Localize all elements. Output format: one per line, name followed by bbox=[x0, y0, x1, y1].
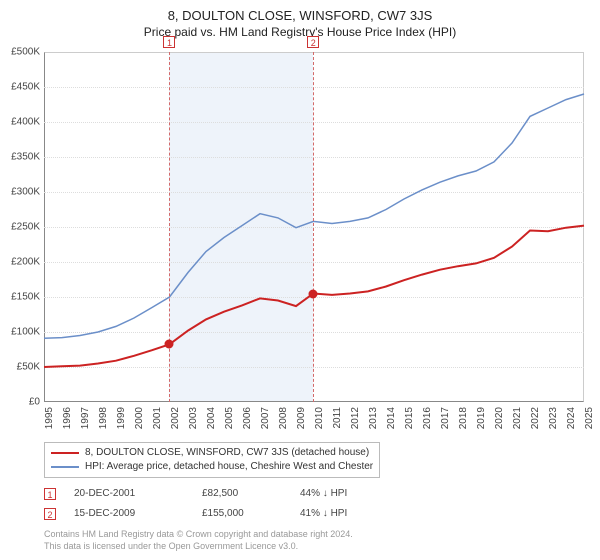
title-block: 8, DOULTON CLOSE, WINSFORD, CW7 3JS Pric… bbox=[0, 0, 600, 39]
sale-marker-box: 2 bbox=[307, 36, 319, 48]
y-tick-label: £50K bbox=[17, 362, 40, 373]
x-tick-label: 2024 bbox=[566, 407, 577, 429]
x-tick-label: 2015 bbox=[404, 407, 415, 429]
x-tick-label: 2018 bbox=[458, 407, 469, 429]
y-tick-label: £100K bbox=[11, 327, 40, 338]
legend-row-hpi: HPI: Average price, detached house, Ches… bbox=[51, 460, 373, 474]
y-tick-label: £400K bbox=[11, 117, 40, 128]
sale-marker-2-icon: 2 bbox=[44, 508, 56, 520]
x-tick-label: 1999 bbox=[116, 407, 127, 429]
x-tick-label: 1997 bbox=[80, 407, 91, 429]
x-tick-label: 1995 bbox=[44, 407, 55, 429]
sale-marker-1-icon: 1 bbox=[44, 488, 56, 500]
x-tick-label: 2020 bbox=[494, 407, 505, 429]
y-tick-label: £350K bbox=[11, 152, 40, 163]
sale-dot bbox=[165, 340, 174, 349]
x-tick-label: 2000 bbox=[134, 407, 145, 429]
footer-line-1: Contains HM Land Registry data © Crown c… bbox=[44, 528, 580, 540]
sale-marker-box: 1 bbox=[163, 36, 175, 48]
sales-table: 1 20-DEC-2001 £82,500 44% ↓ HPI 2 15-DEC… bbox=[44, 484, 580, 524]
sales-row-1: 1 20-DEC-2001 £82,500 44% ↓ HPI bbox=[44, 484, 580, 504]
footer-line-2: This data is licensed under the Open Gov… bbox=[44, 540, 580, 552]
x-tick-label: 2021 bbox=[512, 407, 523, 429]
y-tick-label: £0 bbox=[29, 397, 40, 408]
y-tick-label: £250K bbox=[11, 222, 40, 233]
legend-label-hpi: HPI: Average price, detached house, Ches… bbox=[85, 460, 373, 474]
x-tick-label: 2014 bbox=[386, 407, 397, 429]
legend-swatch-hpi bbox=[51, 466, 79, 468]
sale-vline bbox=[169, 52, 170, 402]
sale-1-date: 20-DEC-2001 bbox=[74, 484, 184, 504]
sale-1-price: £82,500 bbox=[202, 484, 282, 504]
x-tick-label: 2006 bbox=[242, 407, 253, 429]
x-tick-label: 2010 bbox=[314, 407, 325, 429]
y-tick-label: £500K bbox=[11, 47, 40, 58]
x-tick-label: 2008 bbox=[278, 407, 289, 429]
chart-area: £0£50K£100K£150K£200K£250K£300K£350K£400… bbox=[44, 52, 584, 402]
sales-row-2: 2 15-DEC-2009 £155,000 41% ↓ HPI bbox=[44, 504, 580, 524]
x-tick-label: 2012 bbox=[350, 407, 361, 429]
title-address: 8, DOULTON CLOSE, WINSFORD, CW7 3JS bbox=[0, 8, 600, 23]
legend-row-property: 8, DOULTON CLOSE, WINSFORD, CW7 3JS (det… bbox=[51, 446, 373, 460]
x-tick-label: 2005 bbox=[224, 407, 235, 429]
x-tick-label: 2016 bbox=[422, 407, 433, 429]
sale-2-price: £155,000 bbox=[202, 504, 282, 524]
y-tick-label: £200K bbox=[11, 257, 40, 268]
x-tick-label: 2003 bbox=[188, 407, 199, 429]
sale-2-date: 15-DEC-2009 bbox=[74, 504, 184, 524]
x-tick-label: 2001 bbox=[152, 407, 163, 429]
x-tick-label: 2022 bbox=[530, 407, 541, 429]
x-tick-label: 2019 bbox=[476, 407, 487, 429]
x-tick-label: 2023 bbox=[548, 407, 559, 429]
x-tick-label: 2017 bbox=[440, 407, 451, 429]
sale-vline bbox=[313, 52, 314, 402]
x-tick-label: 2013 bbox=[368, 407, 379, 429]
legend-swatch-property bbox=[51, 452, 79, 454]
x-tick-label: 2002 bbox=[170, 407, 181, 429]
sale-2-pct: 41% ↓ HPI bbox=[300, 504, 390, 524]
legend-label-property: 8, DOULTON CLOSE, WINSFORD, CW7 3JS (det… bbox=[85, 446, 369, 460]
x-tick-label: 2004 bbox=[206, 407, 217, 429]
footer-text: Contains HM Land Registry data © Crown c… bbox=[44, 528, 580, 552]
x-tick-label: 1996 bbox=[62, 407, 73, 429]
legend-block: 8, DOULTON CLOSE, WINSFORD, CW7 3JS (det… bbox=[44, 442, 580, 552]
y-tick-label: £150K bbox=[11, 292, 40, 303]
x-tick-label: 1998 bbox=[98, 407, 109, 429]
sale-1-pct: 44% ↓ HPI bbox=[300, 484, 390, 504]
title-subtitle: Price paid vs. HM Land Registry's House … bbox=[0, 25, 600, 39]
x-tick-label: 2009 bbox=[296, 407, 307, 429]
chart-container: 8, DOULTON CLOSE, WINSFORD, CW7 3JS Pric… bbox=[0, 0, 600, 560]
y-tick-label: £450K bbox=[11, 82, 40, 93]
legend-box: 8, DOULTON CLOSE, WINSFORD, CW7 3JS (det… bbox=[44, 442, 380, 478]
x-tick-label: 2011 bbox=[332, 407, 343, 429]
y-tick-label: £300K bbox=[11, 187, 40, 198]
sale-dot bbox=[309, 289, 318, 298]
x-tick-label: 2007 bbox=[260, 407, 271, 429]
x-tick-label: 2025 bbox=[584, 407, 595, 429]
